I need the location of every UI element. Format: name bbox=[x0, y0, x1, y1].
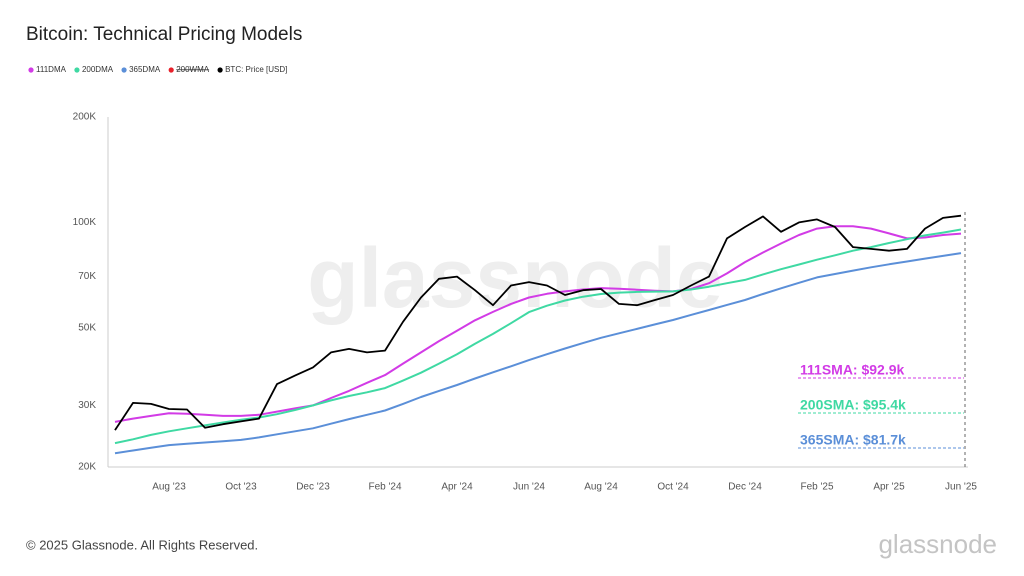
y-tick-label: 100K bbox=[73, 217, 97, 228]
logo: glassnode bbox=[878, 529, 997, 559]
legend-marker bbox=[28, 67, 34, 73]
x-tick-label: Aug '23 bbox=[152, 482, 186, 493]
y-tick-label: 50K bbox=[78, 322, 96, 333]
series-line bbox=[114, 225, 962, 423]
annotation: 200SMA: $95.4k bbox=[800, 397, 906, 413]
legend-marker bbox=[121, 67, 127, 73]
legend-label: 365DMA bbox=[129, 65, 161, 74]
annotation: 365SMA: $81.7k bbox=[800, 432, 906, 448]
annotation: 111SMA: $92.9k bbox=[800, 362, 905, 378]
x-tick-label: Oct '23 bbox=[225, 482, 257, 493]
x-tick-label: Dec '24 bbox=[728, 482, 762, 493]
x-tick-label: Jun '25 bbox=[945, 482, 977, 493]
chart-title: Bitcoin: Technical Pricing Models bbox=[26, 24, 302, 45]
x-tick-label: Apr '24 bbox=[441, 482, 473, 493]
y-tick-label: 30K bbox=[78, 400, 96, 411]
x-tick-label: Feb '25 bbox=[800, 482, 833, 493]
legend-marker bbox=[217, 67, 223, 73]
y-tick-label: 20K bbox=[78, 462, 96, 473]
x-tick-label: Apr '25 bbox=[873, 482, 905, 493]
footer: © 2025 Glassnode. All Rights Reserved. bbox=[26, 537, 258, 552]
series-line bbox=[114, 252, 962, 455]
legend-label: 200DMA bbox=[82, 65, 114, 74]
x-tick-label: Aug '24 bbox=[584, 482, 618, 493]
x-tick-label: Jun '24 bbox=[513, 482, 545, 493]
y-tick-label: 200K bbox=[73, 112, 97, 123]
x-tick-label: Dec '23 bbox=[296, 482, 330, 493]
x-tick-label: Feb '24 bbox=[368, 482, 401, 493]
x-tick-label: Oct '24 bbox=[657, 482, 689, 493]
series-line bbox=[114, 228, 962, 445]
legend-label: BTC: Price [USD] bbox=[225, 65, 287, 74]
y-tick-label: 70K bbox=[78, 271, 96, 282]
series-line bbox=[114, 214, 962, 431]
legend-marker bbox=[168, 67, 174, 73]
legend-marker bbox=[74, 67, 80, 73]
legend-label: 200WMA bbox=[176, 65, 210, 74]
legend-label: 111DMA bbox=[36, 65, 67, 74]
watermark: glassnode bbox=[307, 231, 722, 325]
